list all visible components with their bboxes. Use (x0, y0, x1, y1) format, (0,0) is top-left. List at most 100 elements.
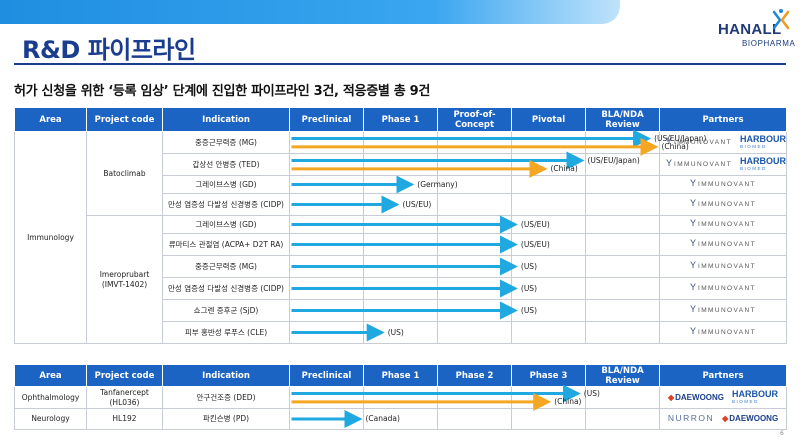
col-header-preclinical: Preclinical (289, 107, 364, 132)
partner-logo-immunovant: Y IMMUNOVANT (690, 219, 756, 230)
page-number: 6 (780, 430, 784, 437)
stage-cell (585, 193, 660, 216)
table-row: 만성 염증성 다발성 신경병증 (CIDP) Y IMMUNOVANT (15, 193, 787, 216)
partner-logo-daewoong: ◆DAEWOONG (722, 414, 778, 424)
stage-cell (585, 299, 660, 322)
partner-logo-immunovant: Y IMMUNOVANT (690, 239, 756, 250)
stage-cell (363, 153, 438, 176)
indication-cell: 류마티스 관절염 (ACPA+ D2T RA) (162, 233, 290, 256)
immunovant-y-icon: Y (690, 198, 697, 209)
partner-subname: BIOMED (739, 165, 767, 171)
partners-cell: Y IMMUNOVANT (659, 299, 787, 322)
arrow-region-label: (US/EU) (520, 219, 550, 229)
partners-cell: Y IMMUNOVANT (659, 277, 787, 300)
partner-logo-immunovant: Y IMMUNOVANT (690, 179, 756, 190)
stage-cell (289, 386, 364, 409)
stage-cell (437, 408, 512, 430)
top-accent-band (0, 0, 620, 24)
partner-logo-harbour: HARBOUR BIOMED (739, 155, 786, 173)
stage-cell (289, 255, 364, 278)
stage-cell (437, 255, 512, 278)
stage-cell (585, 131, 660, 154)
col-header-preclinical: Preclinical (289, 364, 364, 387)
arrow-region-label: (US/EU/Japan) (654, 133, 707, 143)
partner-name: HARBOUR (739, 155, 786, 166)
partners-cell: Y IMMUNOVANT (659, 193, 787, 216)
stage-cell (437, 386, 512, 409)
stage-cell (585, 408, 660, 430)
immunovant-y-icon: Y (690, 238, 697, 249)
col-header-area: Area (14, 364, 87, 387)
stage-cell (363, 299, 438, 322)
col-header-pivotal: Pivotal (511, 107, 586, 132)
arrow-region-label: (US) (520, 305, 537, 315)
stage-cell (289, 175, 364, 194)
col-header-indication: Indication (162, 364, 290, 387)
stage-cell (289, 131, 364, 154)
stage-cell (363, 233, 438, 256)
partners-cell: Y IMMUNOVANT (659, 233, 787, 256)
stage-cell (511, 193, 586, 216)
table-row: 중증근무력증 (MG) Y IMMUNOVANT (15, 255, 787, 278)
partner-name: IMMUNOVANT (698, 181, 756, 189)
indication-cell: 갑상선 안병증 (TED) (162, 153, 290, 176)
partner-name: NURRON (667, 413, 715, 424)
immunovant-y-icon: Y (690, 304, 697, 315)
partner-name: IMMUNOVANT (674, 161, 732, 169)
col-header-phase1: Phase 1 (363, 107, 438, 132)
indication-cell: 피부 홍반성 루푸스 (CLE) (162, 321, 290, 344)
partner-logo-immunovant: Y IMMUNOVANT (666, 159, 732, 170)
arrow-region-label: (US/EU/Japan) (587, 155, 640, 165)
partners-cell: Y IMMUNOVANT (659, 175, 787, 194)
partner-logo-immunovant: Y IMMUNOVANT (690, 305, 756, 316)
stage-cell (289, 153, 364, 176)
immunovant-y-icon: Y (690, 178, 697, 189)
immunovant-y-icon: Y (690, 326, 697, 337)
page-title: R&D 파이프라인 (22, 36, 196, 64)
partner-logo-immunovant: Y IMMUNOVANT (690, 261, 756, 272)
col-header-phase1: Phase 1 (363, 364, 438, 387)
area-cell: Neurology (14, 408, 87, 430)
immunovant-y-icon: Y (690, 282, 697, 293)
col-header-indication: Indication (162, 107, 290, 132)
stage-cell (363, 277, 438, 300)
partners-cell: Y IMMUNOVANT (659, 255, 787, 278)
daewoong-mark-icon: ◆ (722, 414, 729, 424)
partner-name: IMMUNOVANT (674, 139, 732, 147)
partner-logo-harbour: HARBOUR BIOMED (732, 388, 779, 406)
stage-cell (585, 175, 660, 194)
stage-cell (585, 215, 660, 234)
indication-cell: 그레이브스병 (GD) (162, 215, 290, 234)
stage-cell (289, 299, 364, 322)
partners-cell: Y IMMUNOVANT HARBOUR BIOMED (659, 153, 787, 176)
project-code-cell: Tanfanercept (HL036) (86, 386, 163, 409)
arrow-region-label: (US/EU) (520, 239, 550, 249)
col-header-partners: Partners (659, 364, 787, 387)
logo-text: HANALL (718, 21, 782, 38)
table-row: 쇼그렌 증후군 (SjD) Y IMMUNOVANT (15, 299, 787, 322)
partner-logo-immunovant: Y IMMUNOVANT (666, 137, 732, 148)
arrow-region-label: (US) (520, 261, 537, 271)
partner-logo-immunovant: Y IMMUNOVANT (690, 199, 756, 210)
partner-name: HARBOUR (739, 133, 786, 144)
partner-logo-nurron: NURRON (668, 414, 714, 424)
arrow-region-label: (US) (387, 327, 404, 337)
table-row: Ophthalmology Tanfanercept (HL036) 안구건조증 (… (14, 386, 787, 409)
partner-name: HARBOUR (732, 388, 779, 399)
partner-name: IMMUNOVANT (698, 241, 756, 249)
daewoong-mark-icon: ◆ (667, 392, 675, 402)
pipeline-table-immunology: Area Project code Indication Preclinical… (14, 107, 787, 344)
col-header-bla-nda: BLA/NDA Review (585, 107, 660, 132)
col-header-area: Area (14, 107, 87, 132)
partner-name: IMMUNOVANT (698, 201, 756, 209)
stage-cell (437, 233, 512, 256)
stage-cell (289, 215, 364, 234)
indication-cell: 파킨슨병 (PD) (162, 408, 290, 430)
stage-cell (437, 153, 512, 176)
stage-cell (511, 408, 586, 430)
stage-cell (289, 193, 364, 216)
col-header-phase3: Phase 3 (511, 364, 586, 387)
project-code-cell: Imeroprubart (IMVT-1402) (86, 215, 163, 344)
stage-cell (437, 131, 512, 154)
logo-mark-icon (772, 9, 790, 30)
